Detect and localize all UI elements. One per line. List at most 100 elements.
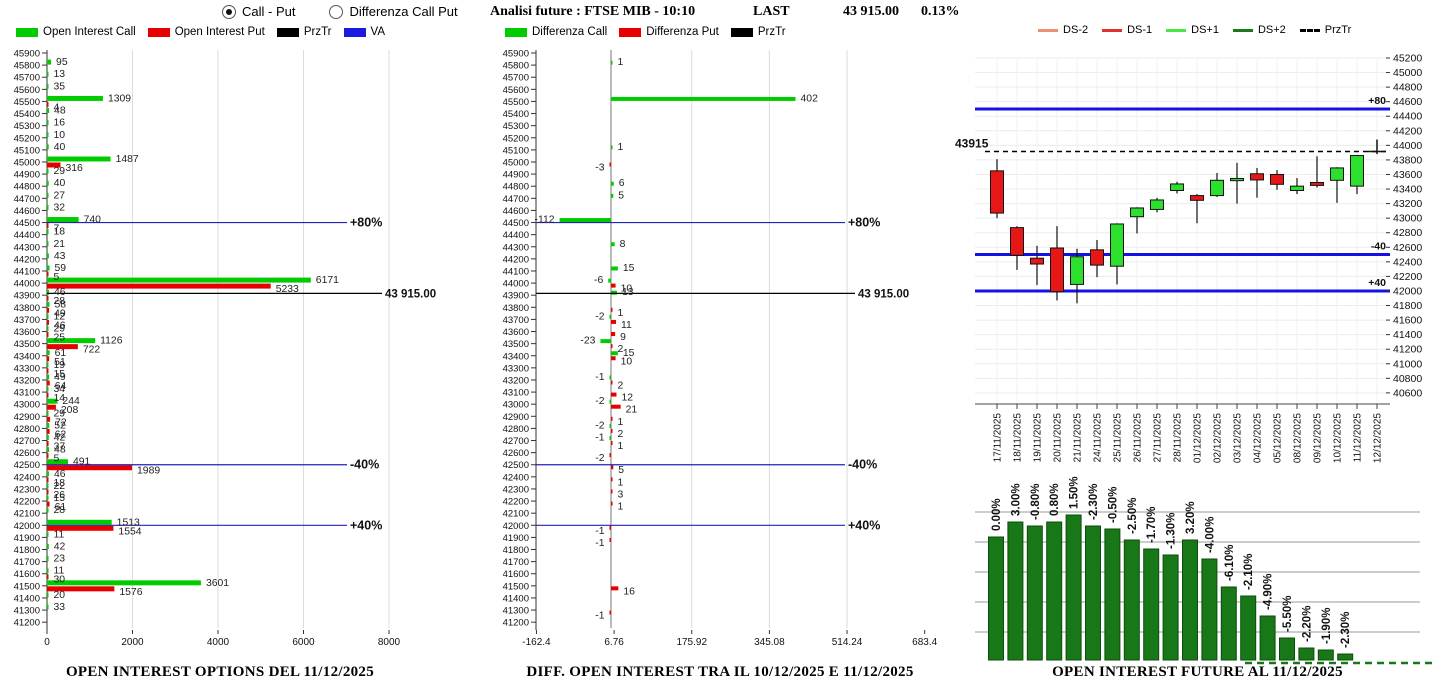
future-oi-bar <box>1143 548 1160 661</box>
strike-label: 44100 <box>503 266 529 277</box>
strike-label: 44800 <box>14 182 40 193</box>
radio-differenza-call-put[interactable]: Differenza Call Put <box>329 4 458 19</box>
candle-body <box>1250 173 1264 181</box>
diff-put-label: 12 <box>622 393 634 404</box>
strike-label: 41400 <box>14 593 40 604</box>
oi-call-bar <box>47 483 49 489</box>
strike-label: 42400 <box>14 472 40 483</box>
call-value-label: 11 <box>54 529 65 540</box>
diff-put-bar <box>609 610 611 615</box>
strike-label: 43800 <box>14 303 40 314</box>
oi-call-bar <box>47 447 50 453</box>
call-value-label: 491 <box>73 457 91 468</box>
legend-ds-plus1: DS+1 <box>1166 24 1219 36</box>
oi-call-bar <box>47 422 50 428</box>
diff-call-label: 5 <box>618 190 624 201</box>
diff-put-bar <box>611 319 617 324</box>
radio-differenza-circle[interactable] <box>329 4 344 19</box>
put-value-label: 64 <box>55 381 67 392</box>
last-change-pct: 0.13% <box>921 4 960 19</box>
radio-call-put[interactable]: Call - Put <box>222 4 295 19</box>
strike-label: 41800 <box>503 545 529 556</box>
date-label: 20/11/2025 <box>1053 413 1064 463</box>
diff-call-bar <box>559 218 611 223</box>
call-value-label: 10 <box>54 130 66 141</box>
strike-label: 45100 <box>14 145 40 156</box>
diff-put-bar <box>611 307 613 312</box>
oi-call-bar <box>47 204 49 210</box>
future-oi-pct-label: -2.30% <box>1340 612 1352 648</box>
strike-label: 43100 <box>503 388 529 399</box>
oi-put-bar <box>47 356 50 362</box>
call-value-label: 48 <box>54 445 66 456</box>
diff-call-label: 6 <box>619 178 625 189</box>
diff-put-label: 1 <box>618 308 624 319</box>
future-oi-bar <box>1085 525 1101 661</box>
radio-call-put-circle[interactable] <box>222 4 236 19</box>
strike-label: 43000 <box>503 400 529 411</box>
call-value-label: 95 <box>56 57 68 68</box>
y-tick-label: 44600 <box>1393 96 1422 108</box>
strike-label: 42400 <box>503 472 529 483</box>
call-value-label: 27 <box>54 190 66 201</box>
legend-va: VA <box>343 26 385 38</box>
diff-call-label: 15 <box>623 348 635 359</box>
call-value-label: 29 <box>54 324 66 335</box>
put-value-label: 7 <box>54 224 60 235</box>
strike-label: 45400 <box>14 109 40 120</box>
strike-label: 44500 <box>14 218 40 229</box>
call-value-label: 42 <box>54 433 66 444</box>
call-value-label: 58 <box>54 299 66 310</box>
oi-call-bar <box>47 59 52 65</box>
date-label: 02/12/2025 <box>1213 413 1224 463</box>
oi-put-bar <box>47 319 49 325</box>
x-tick-label: 345.08 <box>754 637 785 648</box>
candle-body <box>1170 183 1184 191</box>
call-value-label: 1309 <box>108 93 131 104</box>
oi-call-bar <box>47 313 49 319</box>
candle-body <box>990 170 1004 214</box>
diff-put-label: -3 <box>595 162 604 173</box>
strike-label: 45200 <box>14 133 40 144</box>
call-value-label: 740 <box>84 215 102 226</box>
analisi-future-title: Analisi future : FTSE MIB - 10:10 <box>490 4 696 19</box>
diff-call-bar <box>611 193 614 198</box>
strike-label: 43400 <box>14 351 40 362</box>
oi-call-bar <box>47 350 50 356</box>
y-tick-label: 43600 <box>1393 169 1422 181</box>
diff-call-bar <box>611 351 618 356</box>
strike-label: 44400 <box>503 230 529 241</box>
call-value-label: 40 <box>54 142 66 153</box>
call-swatch-icon <box>16 27 38 37</box>
call-value-label: 23 <box>54 554 66 565</box>
strike-label: 45500 <box>503 97 529 108</box>
options-chart-title: OPEN INTEREST OPTIONS DEL 11/12/2025 <box>65 664 375 680</box>
oi-call-bar <box>47 519 112 525</box>
future-oi-pct-label: -4.00% <box>1204 517 1216 553</box>
strike-label: 41200 <box>503 618 529 629</box>
oi-put-bar <box>47 441 49 447</box>
strike-label: 42300 <box>14 484 40 495</box>
call-value-label: 22 <box>54 481 66 492</box>
oi-put-bar <box>47 586 115 592</box>
oi-put-bar <box>47 368 49 374</box>
strike-label: 41500 <box>14 581 40 592</box>
future-oi-bar <box>1026 525 1043 661</box>
level-label: +80% <box>848 216 880 230</box>
strike-label: 41800 <box>14 545 40 556</box>
date-label: 24/11/2025 <box>1093 413 1104 463</box>
put-value-label: 1576 <box>119 587 142 598</box>
put-value-label: 15 <box>54 369 66 380</box>
oi-call-bar <box>47 229 49 235</box>
call-value-label: 46 <box>54 469 66 480</box>
oi-call-bar <box>47 71 49 77</box>
strike-label: 45200 <box>503 133 529 144</box>
oi-put-bar <box>47 477 49 483</box>
call-value-label: 34 <box>54 384 66 395</box>
diff-put-bar <box>611 586 619 591</box>
oi-call-bar <box>47 144 49 150</box>
va-swatch-icon <box>343 27 366 37</box>
strike-label: 42000 <box>503 521 529 532</box>
oi-call-bar <box>47 108 50 114</box>
